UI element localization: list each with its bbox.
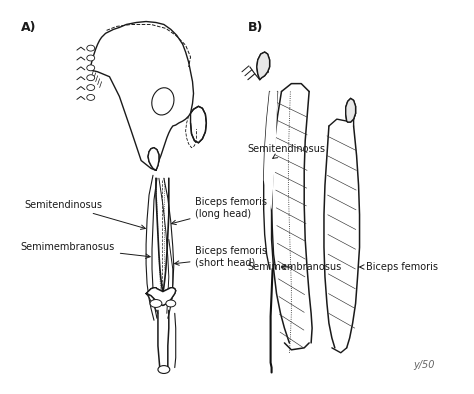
Ellipse shape	[166, 300, 176, 307]
Ellipse shape	[150, 299, 162, 307]
Polygon shape	[148, 148, 159, 170]
Ellipse shape	[158, 366, 170, 374]
Text: Biceps femoris
(long head): Biceps femoris (long head)	[172, 197, 267, 225]
Text: Semitendinosus: Semitendinosus	[248, 144, 326, 158]
Ellipse shape	[87, 65, 95, 71]
Text: A): A)	[20, 20, 36, 33]
Text: Semitendinosus: Semitendinosus	[25, 200, 146, 229]
Polygon shape	[346, 98, 356, 122]
Ellipse shape	[87, 75, 95, 81]
Text: Semimembranosus: Semimembranosus	[20, 242, 150, 258]
Ellipse shape	[87, 45, 95, 51]
Ellipse shape	[152, 88, 174, 115]
Text: Semimembranosus: Semimembranosus	[248, 262, 342, 272]
Ellipse shape	[87, 85, 95, 91]
Polygon shape	[264, 91, 277, 210]
Polygon shape	[257, 52, 270, 80]
Text: B): B)	[248, 20, 263, 33]
Text: Biceps femoris
(short head): Biceps femoris (short head)	[174, 246, 267, 268]
Ellipse shape	[87, 55, 95, 61]
Text: y/50: y/50	[413, 360, 434, 370]
Ellipse shape	[87, 95, 95, 100]
Polygon shape	[146, 288, 176, 305]
Polygon shape	[191, 106, 206, 143]
Text: Biceps femoris: Biceps femoris	[360, 262, 438, 272]
